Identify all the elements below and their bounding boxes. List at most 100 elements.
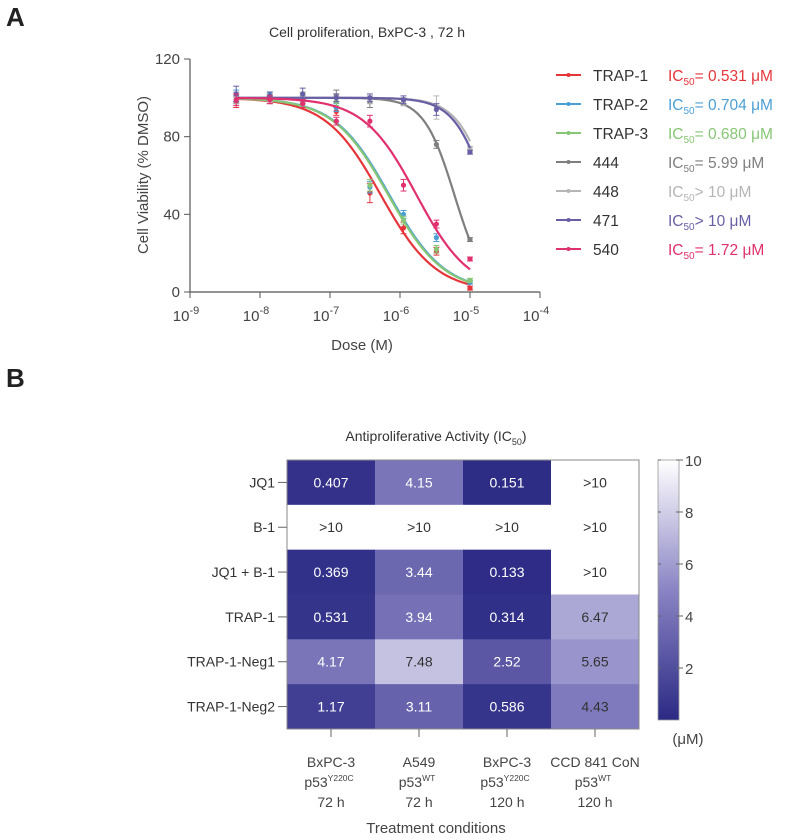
colorbar-tick-label: 2 bbox=[685, 661, 693, 678]
cell-fill bbox=[463, 639, 552, 685]
legend-label: 540 bbox=[593, 242, 619, 259]
cell-fill bbox=[287, 639, 376, 685]
data-point bbox=[367, 182, 373, 188]
cell-value: >10 bbox=[583, 474, 607, 490]
data-point bbox=[467, 149, 473, 155]
cell-fill bbox=[287, 504, 376, 551]
cell-value: 0.369 bbox=[313, 564, 348, 580]
data-point bbox=[300, 91, 306, 97]
series-trap-3 bbox=[233, 91, 473, 284]
cell-value: 0.151 bbox=[489, 474, 524, 490]
data-point bbox=[300, 101, 306, 107]
cell-value: 7.48 bbox=[405, 654, 432, 670]
fit-curve bbox=[236, 97, 471, 284]
legend-marker bbox=[566, 160, 571, 164]
cell-value: 0.314 bbox=[489, 609, 524, 625]
data-point bbox=[400, 211, 407, 217]
y-tick-label: 40 bbox=[163, 206, 180, 223]
legend-label: 444 bbox=[593, 155, 619, 172]
column-cell-line: A549 bbox=[403, 754, 436, 770]
cell-value: >10 bbox=[407, 519, 431, 535]
heatmap-cell: >10 bbox=[375, 504, 464, 551]
heatmap-cell: 3.94 bbox=[375, 594, 464, 640]
legend-item: TRAP-2 IC50= 0.704 μM bbox=[556, 97, 773, 117]
column-duration: 72 h bbox=[317, 794, 344, 810]
data-point bbox=[433, 221, 439, 227]
x-tick-label: 10-4 bbox=[523, 305, 549, 325]
legend-item: 444 IC50= 5.99 μM bbox=[556, 155, 764, 175]
colorbar-tick-label: 10 bbox=[685, 453, 702, 470]
legend-marker bbox=[566, 189, 571, 193]
legend-item: TRAP-3 IC50= 0.680 μM bbox=[556, 126, 773, 146]
legend-ic50: IC50> 10 μM bbox=[668, 184, 751, 204]
cell-fill bbox=[463, 549, 552, 595]
legend-ic50: IC50> 10 μM bbox=[668, 213, 751, 233]
heatmap-cell: 0.314 bbox=[463, 594, 552, 640]
cell-fill bbox=[551, 594, 640, 640]
series-540 bbox=[233, 93, 473, 271]
cell-value: 3.94 bbox=[405, 609, 432, 625]
legend-item: TRAP-1 IC50= 0.531 μM bbox=[556, 68, 773, 88]
legend-marker bbox=[566, 73, 571, 77]
colorbar-tick-label: 8 bbox=[685, 505, 693, 522]
data-point bbox=[433, 141, 439, 148]
cell-value: 3.11 bbox=[406, 699, 432, 715]
column-label: BxPC-3 p53Y220C 72 h bbox=[304, 754, 355, 810]
legend: TRAP-1 IC50= 0.531 μM TRAP-2 IC50= 0.704 μM… bbox=[556, 68, 773, 262]
data-point bbox=[267, 97, 273, 103]
legend-marker bbox=[566, 218, 571, 222]
heatmap-cell: 2.52 bbox=[463, 639, 552, 685]
data-point bbox=[333, 118, 339, 124]
cell-fill bbox=[287, 460, 376, 506]
data-point bbox=[333, 95, 339, 101]
legend-item: 471 IC50> 10 μM bbox=[556, 213, 751, 233]
x-tick-label: 10-6 bbox=[383, 305, 409, 325]
heatmap-cell: >10 bbox=[551, 549, 640, 595]
y-tick-label: 80 bbox=[163, 129, 180, 146]
column-label: CCD 841 CoN p53WT 120 h bbox=[550, 754, 639, 810]
data-point bbox=[400, 182, 407, 188]
heatmap-cell: 7.48 bbox=[375, 639, 464, 685]
x-tick-label: 10-9 bbox=[173, 305, 199, 325]
heatmap-cell: 0.151 bbox=[463, 460, 552, 506]
data-point bbox=[400, 217, 407, 223]
cell-value: 2.52 bbox=[493, 654, 520, 670]
cell-fill bbox=[375, 684, 464, 730]
data-point bbox=[433, 235, 439, 241]
column-duration: 120 h bbox=[489, 794, 524, 810]
cell-value: 4.43 bbox=[581, 699, 608, 715]
cell-value: 1.17 bbox=[317, 699, 344, 715]
y-tick-label: 0 bbox=[172, 284, 180, 301]
column-label: BxPC-3 p53Y220C 120 h bbox=[480, 754, 531, 810]
column-duration: 72 h bbox=[405, 794, 432, 810]
cell-value: 0.407 bbox=[313, 474, 348, 490]
cell-value: 5.65 bbox=[581, 654, 608, 670]
fit-curve bbox=[236, 96, 471, 271]
heatmap-cell: 0.369 bbox=[287, 549, 376, 595]
legend-ic50: IC50= 0.680 μM bbox=[668, 126, 773, 146]
cell-fill bbox=[551, 460, 640, 506]
data-point bbox=[433, 106, 439, 113]
legend-label: TRAP-3 bbox=[593, 126, 648, 143]
cell-fill bbox=[375, 504, 464, 551]
heatmap-cell: 4.17 bbox=[287, 639, 376, 685]
cell-value: 0.586 bbox=[489, 699, 524, 715]
cell-value: >10 bbox=[583, 564, 607, 580]
colorbar-tick-label: 4 bbox=[685, 609, 693, 626]
colorbar: 2 4 6 8 10 (μM) bbox=[657, 453, 704, 748]
data-point bbox=[467, 285, 473, 291]
heatmap-cell: 3.11 bbox=[375, 684, 464, 730]
column-cell-line: CCD 841 CoN bbox=[550, 754, 639, 770]
cell-fill bbox=[375, 594, 464, 640]
x-tick-label: 10-8 bbox=[243, 305, 269, 325]
data-point bbox=[400, 97, 407, 103]
cell-fill bbox=[375, 549, 464, 595]
heatmap-cell: 4.43 bbox=[551, 684, 640, 730]
data-point bbox=[367, 95, 373, 101]
row-label: JQ1 bbox=[249, 474, 275, 490]
heatmap-title: Antiproliferative Activity (IC50) bbox=[345, 428, 526, 447]
cell-fill bbox=[551, 549, 640, 595]
heatmap-cell: >10 bbox=[551, 460, 640, 506]
row-label: TRAP-1-Neg2 bbox=[187, 699, 275, 715]
